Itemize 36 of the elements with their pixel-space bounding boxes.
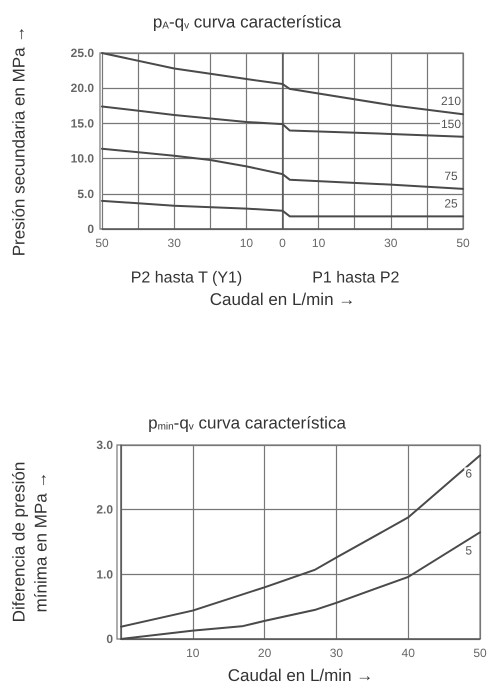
text: P1 hasta P2	[312, 270, 400, 286]
chart-title: pA-qv curva característica	[152, 12, 342, 32]
y-axis-title: Diferencia de presión mínima en MPa →	[10, 462, 50, 622]
x-tick-label: 10	[240, 236, 254, 250]
x-tick-label: 30	[384, 236, 398, 250]
y-axis-title: Presión secundaria en MPa →	[10, 26, 28, 256]
series-label: 150	[440, 116, 462, 131]
y-tick-label: 25.0	[70, 46, 94, 60]
y-tick-label: 2.0	[96, 502, 114, 517]
y-tick-label: 0	[87, 222, 94, 236]
x-tick-label: 10	[312, 236, 326, 250]
x-tick-label: 0	[279, 236, 286, 250]
y-tick-label: 0	[106, 632, 114, 646]
series-label: 5	[465, 543, 472, 558]
y-tick-label: 10.0	[70, 152, 94, 166]
x-tick-label: 40	[402, 646, 416, 660]
x-tick-label: 30	[330, 646, 344, 660]
x-tick-label: 20	[258, 646, 272, 660]
y-tick-label: 15.0	[70, 116, 94, 130]
x-tick-label: 50	[456, 236, 470, 250]
chart-title: pmin-qv curva característica	[148, 414, 346, 432]
y-tick-label: 3.0	[96, 438, 114, 452]
series-label: 210	[440, 94, 462, 108]
x-tick-label: 30	[168, 236, 182, 250]
series-label: 75	[444, 168, 458, 183]
y-tick-label: 5.0	[77, 186, 94, 201]
x-axis-title: Caudal en L/min →	[228, 666, 374, 685]
x-tick-label: 50	[473, 646, 487, 660]
text: P2 hasta T (Y1)	[130, 270, 242, 286]
x-tick-label: 10	[186, 646, 200, 660]
series-label: 25	[444, 196, 458, 210]
y-tick-label: 1.0	[96, 567, 114, 582]
y-tick-label: 20.0	[70, 81, 94, 96]
x-tick-label: 50	[95, 236, 109, 250]
x-axis-title: Caudal en L/min →	[210, 290, 356, 309]
series-label: 6	[465, 466, 472, 480]
